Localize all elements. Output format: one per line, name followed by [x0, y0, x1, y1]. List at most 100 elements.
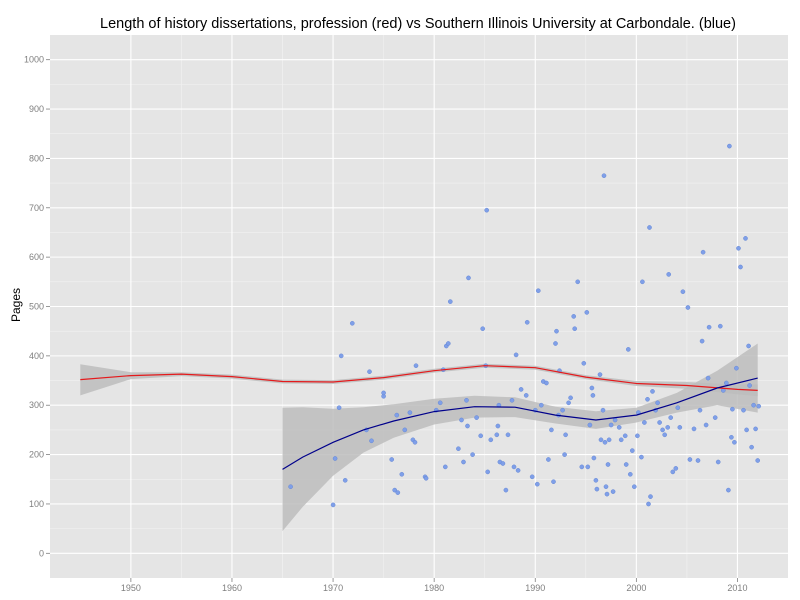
data-point: [579, 464, 585, 470]
data-point: [639, 454, 644, 460]
confidence-band: [282, 343, 758, 532]
data-point: [470, 452, 475, 457]
data-point: [402, 427, 408, 433]
data-point: [332, 456, 338, 461]
data-point: [647, 225, 652, 230]
data-point: [705, 375, 711, 381]
data-point: [756, 403, 762, 409]
x-tick-label: 1980: [424, 583, 444, 593]
data-point: [749, 444, 754, 450]
data-point: [616, 425, 622, 430]
data-point: [706, 324, 712, 330]
data-point: [488, 437, 494, 443]
data-point: [622, 433, 628, 439]
x-tick-label: 1960: [222, 583, 242, 593]
data-point: [524, 319, 530, 325]
data-point: [746, 343, 751, 349]
data-point: [744, 427, 749, 433]
data-point: [703, 422, 709, 428]
y-tick-label: 0: [39, 548, 44, 558]
data-point: [734, 365, 739, 371]
data-point: [535, 481, 540, 487]
data-point: [747, 383, 752, 388]
data-point: [597, 372, 603, 377]
data-point: [726, 487, 731, 493]
plot-panel: [50, 35, 788, 578]
data-point: [650, 389, 655, 394]
data-point: [413, 363, 419, 369]
chart-title: Length of history dissertations, profess…: [100, 16, 736, 32]
data-point: [480, 326, 486, 332]
data-point: [495, 423, 501, 429]
data-point: [381, 390, 386, 396]
data-point: [680, 289, 686, 295]
x-axis: 1950 1960 1970 1980 1990 2000 2010: [121, 578, 747, 593]
y-tick-label: 200: [29, 450, 44, 460]
data-point: [338, 353, 344, 359]
data-point: [466, 275, 471, 281]
y-axis: 0 100 200 300 400 500 600 700 800 900 1000: [24, 55, 50, 558]
data-point: [572, 326, 578, 332]
data-point: [630, 448, 635, 453]
data-point: [732, 439, 737, 445]
y-axis-label: Pages: [9, 288, 23, 322]
data-point: [738, 264, 743, 270]
trend-line: [80, 365, 758, 391]
data-point: [505, 432, 511, 438]
x-tick-label: 2000: [626, 583, 646, 593]
data-point: [593, 477, 599, 483]
data-point: [551, 479, 556, 485]
data-point: [657, 420, 662, 425]
x-tick-label: 1950: [121, 583, 141, 593]
data-point: [474, 415, 479, 420]
data-point: [513, 352, 519, 358]
data-point: [610, 489, 616, 494]
data-point: [509, 397, 515, 403]
data-point: [668, 415, 674, 420]
data-point: [456, 446, 461, 452]
data-point: [536, 288, 541, 294]
data-point: [697, 407, 703, 413]
data-point: [642, 420, 647, 425]
data-point: [369, 438, 374, 444]
data-point: [423, 475, 429, 481]
data-point: [729, 434, 734, 440]
data-point: [603, 484, 609, 490]
data-point: [648, 494, 653, 499]
data-point: [632, 484, 637, 490]
data-point: [585, 464, 591, 470]
data-point: [478, 433, 484, 439]
data-point: [562, 452, 567, 457]
x-tick-label: 2010: [727, 583, 747, 593]
data-point: [751, 402, 756, 408]
data-point: [590, 393, 596, 398]
data-point: [612, 417, 618, 423]
data-point: [553, 341, 558, 346]
y-tick-label: 800: [29, 153, 44, 163]
data-point: [465, 423, 470, 429]
data-point: [412, 439, 418, 445]
trend-line: [282, 377, 758, 470]
data-point: [666, 272, 672, 277]
data-point: [640, 279, 645, 285]
data-point: [646, 501, 651, 507]
data-point: [494, 432, 500, 438]
data-point: [700, 249, 706, 255]
data-point: [665, 425, 671, 430]
data-point: [447, 299, 453, 304]
data-point: [349, 320, 355, 326]
data-point: [544, 380, 549, 386]
data-point: [743, 236, 748, 241]
data-point: [500, 461, 506, 466]
data-point: [687, 457, 693, 462]
data-point: [288, 484, 293, 490]
data-point: [571, 314, 577, 319]
data-point: [730, 406, 735, 412]
data-point: [546, 457, 551, 462]
data-point: [712, 415, 718, 420]
data-point: [464, 397, 469, 403]
data-point: [715, 459, 721, 465]
data-point: [575, 279, 581, 285]
data-point: [623, 462, 629, 467]
y-tick-label: 600: [29, 252, 44, 262]
